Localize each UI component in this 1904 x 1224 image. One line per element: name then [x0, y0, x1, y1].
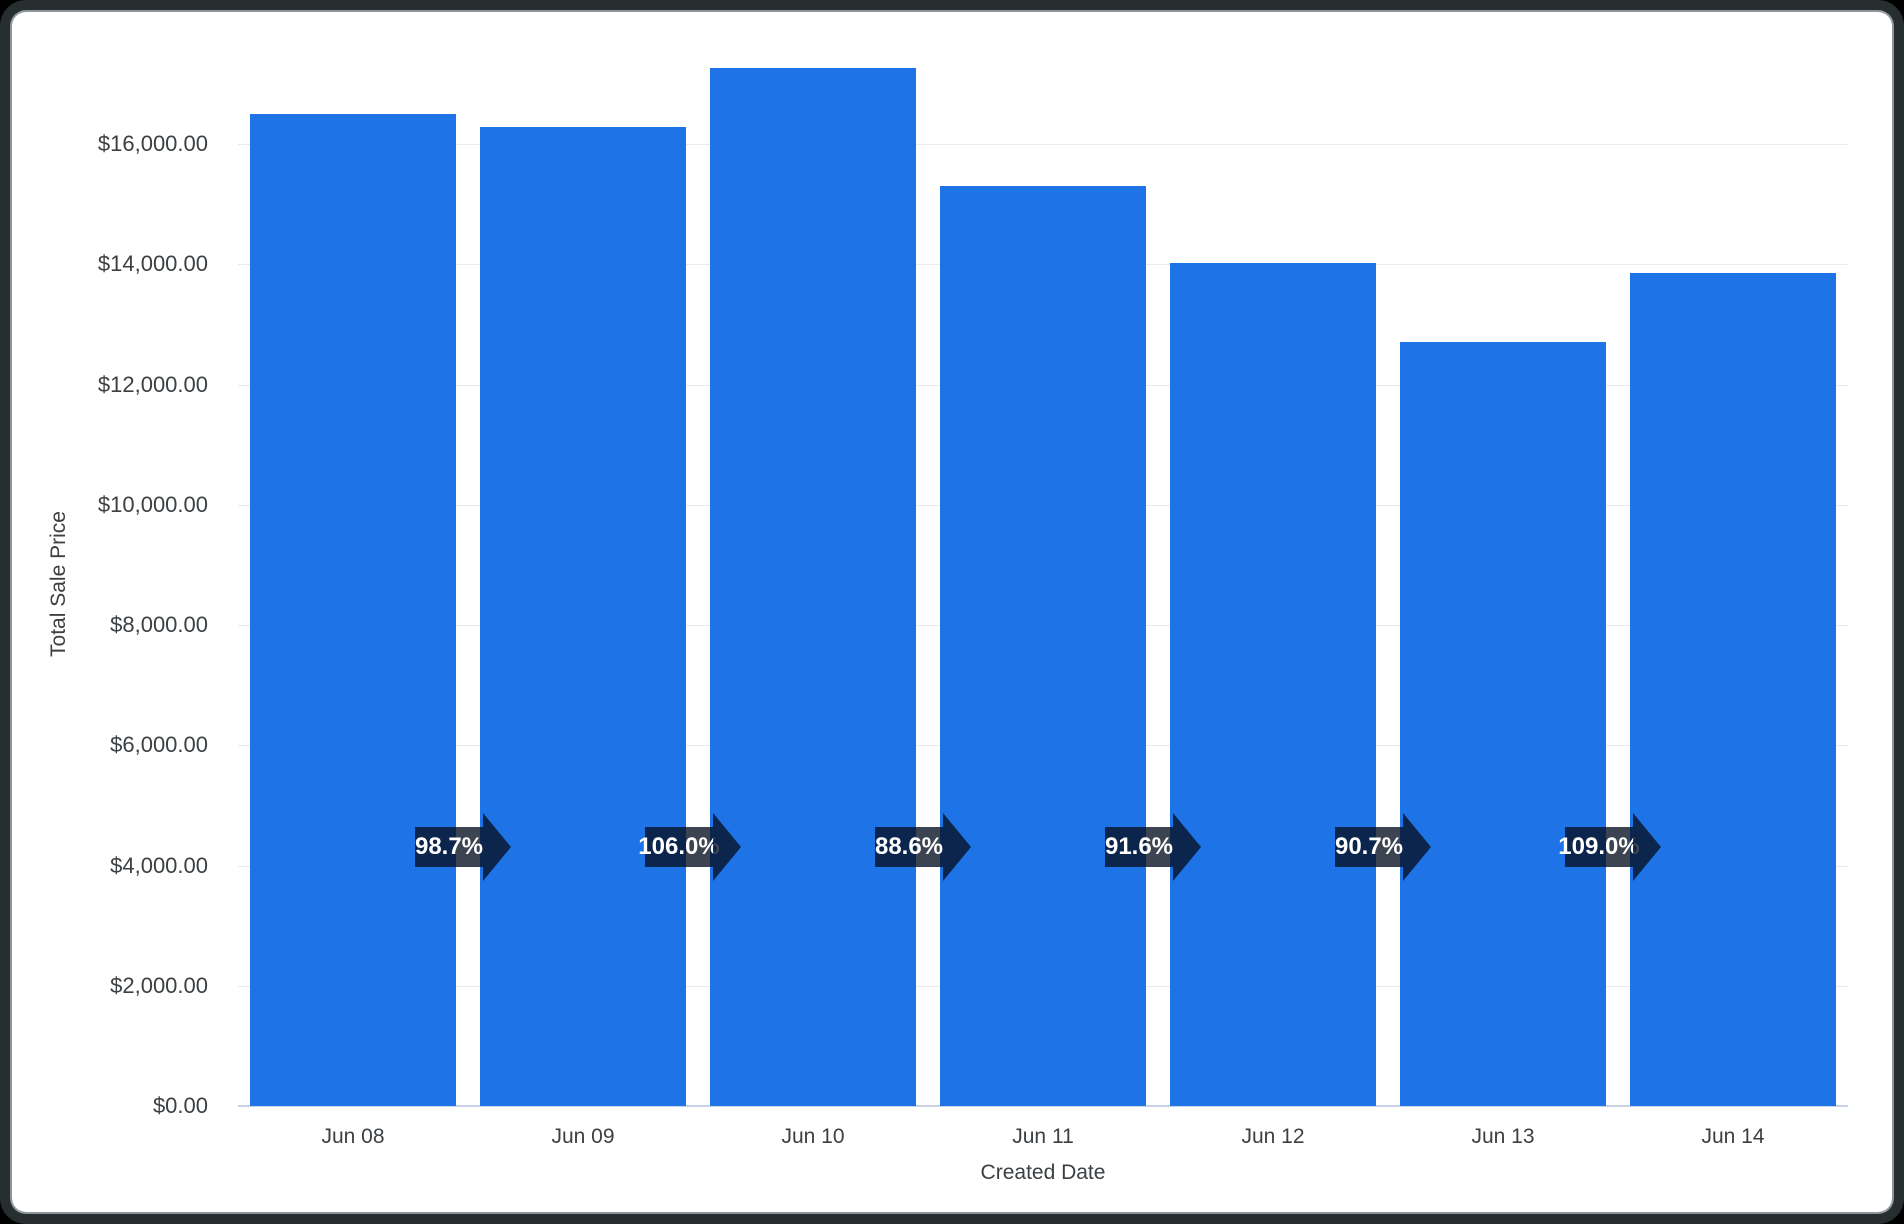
ratio-arrow-label: 91.6%: [1105, 827, 1173, 867]
ratio-arrow-label: 106.0%: [638, 827, 720, 867]
x-tick-label: Jun 10: [781, 1125, 845, 1148]
x-tick-label: Jun 08: [321, 1125, 385, 1148]
bar-jun-11[interactable]: [940, 186, 1146, 1106]
bar-chart: Total Sale Price $0.00 $2,000.00 $4,000.00…: [12, 12, 1892, 1212]
x-tick-label: Jun 11: [1012, 1125, 1074, 1148]
x-tick-label: Jun 13: [1471, 1125, 1535, 1148]
y-tick-label: $0.00: [152, 1093, 208, 1118]
arrow-right-icon: [943, 813, 971, 881]
bar-jun-14[interactable]: [1630, 272, 1836, 1106]
gridline: [238, 144, 1848, 145]
arrow-right-icon: [1173, 813, 1201, 881]
x-axis-title: Created Date: [980, 1161, 1106, 1184]
x-tick-label: Jun 09: [551, 1125, 615, 1148]
ratio-arrow: 106.0%: [638, 813, 741, 881]
ratio-arrow-label: 88.6%: [875, 827, 943, 867]
y-tick-label: $4,000.00: [110, 852, 208, 878]
x-tick-label: Jun 14: [1701, 1125, 1765, 1148]
arrow-right-icon: [483, 813, 511, 881]
bar-jun-10[interactable]: [710, 67, 916, 1106]
ratio-arrow: 91.6%: [1105, 813, 1201, 881]
bar-jun-08[interactable]: [250, 113, 456, 1106]
arrow-right-icon: [1633, 813, 1661, 881]
arrow-right-icon: [713, 813, 741, 881]
ratio-arrow: 109.0%: [1558, 813, 1661, 881]
ratio-arrow-label: 109.0%: [1558, 827, 1640, 867]
ratio-arrow-label: 90.7%: [1335, 827, 1403, 867]
x-axis-baseline: [238, 1105, 1848, 1107]
bar-jun-09[interactable]: [480, 126, 686, 1106]
bar-jun-12[interactable]: [1170, 263, 1376, 1106]
ratio-arrow: 98.7%: [415, 813, 511, 881]
x-tick-label: Jun 12: [1241, 1125, 1305, 1148]
y-tick-label: $2,000.00: [110, 972, 208, 998]
ratio-arrow: 88.6%: [875, 813, 971, 881]
ratio-arrow: 90.7%: [1335, 813, 1431, 881]
y-tick-label: $6,000.00: [110, 732, 208, 758]
y-tick-label: $14,000.00: [97, 251, 208, 277]
bar-jun-13[interactable]: [1400, 341, 1606, 1106]
chart-card: Total Sale Price $0.00 $2,000.00 $4,000.00…: [12, 12, 1892, 1212]
y-tick-label: $12,000.00: [97, 371, 208, 397]
y-tick-label: $10,000.00: [97, 491, 208, 517]
y-tick-label: $16,000.00: [97, 131, 208, 156]
ratio-arrow-label: 98.7%: [415, 827, 483, 867]
arrow-right-icon: [1403, 813, 1431, 881]
y-tick-label: $8,000.00: [110, 612, 208, 637]
